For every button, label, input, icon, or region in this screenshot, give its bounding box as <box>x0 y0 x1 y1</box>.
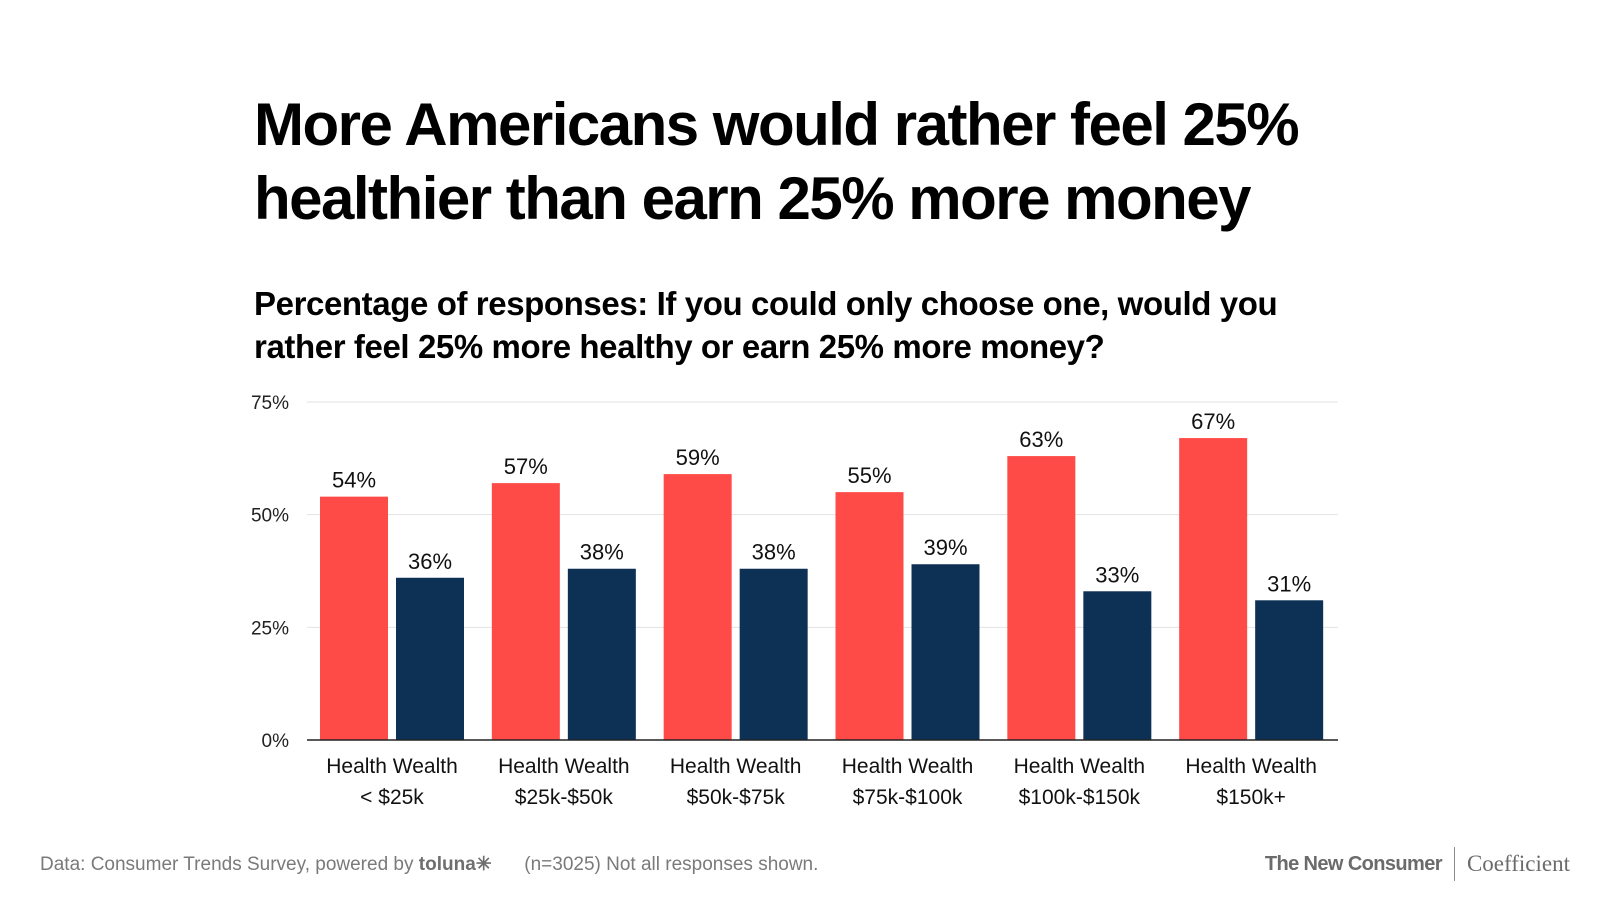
y-tick-label: 50% <box>251 506 289 527</box>
x-category-label: $150k+ <box>1216 786 1285 809</box>
chart-title-line-2: healthier than earn 25% more money <box>254 165 1252 232</box>
data-label: 38% <box>752 540 796 565</box>
series-label-row: Health Wealth <box>498 755 630 778</box>
x-category-label: < $25k <box>360 786 424 809</box>
bar-wealth <box>396 577 464 740</box>
bar-wealth <box>1255 600 1324 740</box>
source-text: Data: Consumer Trends Survey, powered by <box>40 854 414 875</box>
data-label: 67% <box>1191 409 1235 434</box>
bar-health <box>491 483 560 740</box>
data-label: 38% <box>580 540 624 565</box>
data-label: 36% <box>408 549 452 574</box>
brand-logos: The New Consumer Coefficient <box>1265 846 1570 882</box>
data-label: 33% <box>1095 562 1139 587</box>
chart-subtitle-line-1: Percentage of responses: If you could on… <box>254 285 1278 322</box>
y-tick-label: 0% <box>262 731 290 752</box>
data-label: 59% <box>676 445 720 470</box>
source-note: Data: Consumer Trends Survey, powered by… <box>40 853 818 876</box>
bar-wealth <box>567 568 636 740</box>
chart-subtitle-line-2: rather feel 25% more healthy or earn 25%… <box>254 328 1105 365</box>
series-label-row: Health Wealth <box>670 755 802 778</box>
bar-health <box>320 496 388 740</box>
the-new-consumer-logo: The New Consumer <box>1264 852 1443 875</box>
chart-title-line-1: More Americans would rather feel 25% <box>254 91 1300 158</box>
toluna-logo: toluna✳ <box>418 854 492 875</box>
data-label: 54% <box>332 468 376 493</box>
data-label: 57% <box>504 454 548 479</box>
y-tick-label: 75% <box>251 393 289 414</box>
y-tick-label: 25% <box>251 618 289 639</box>
x-category-label: $25k-$50k <box>515 786 614 809</box>
data-label: 31% <box>1267 571 1311 596</box>
x-category-label: $50k-$75k <box>687 786 786 809</box>
data-label: 63% <box>1019 427 1063 452</box>
x-category-label: $100k-$150k <box>1019 786 1141 809</box>
series-label-row: Health Wealth <box>326 755 458 778</box>
coefficient-logo: Coefficient <box>1466 851 1570 876</box>
logo-divider <box>1453 847 1455 881</box>
bar-health <box>663 474 732 740</box>
x-category-label: $75k-$100k <box>853 786 963 809</box>
series-label-row: Health Wealth <box>842 755 974 778</box>
bar-chart: 0% 25% 50% 75% 54% 36% Health Wealth < $25k 57% 3… <box>251 393 1338 809</box>
chart-subtitle: Percentage of responses: If you could on… <box>254 282 1374 368</box>
bar-wealth <box>739 568 808 740</box>
data-label: 55% <box>847 463 891 488</box>
bar-health <box>1179 438 1248 740</box>
bar-health <box>1007 456 1076 740</box>
chart-title: More Americans would rather feel 25% hea… <box>254 88 1374 236</box>
series-label-row: Health Wealth <box>1185 755 1317 778</box>
bar-wealth <box>1083 591 1152 740</box>
bar-wealth <box>911 564 980 740</box>
data-label: 39% <box>923 535 967 560</box>
sample-note: (n=3025) Not all responses shown. <box>524 854 819 875</box>
series-label-row: Health Wealth <box>1014 755 1146 778</box>
bar-health <box>835 492 904 740</box>
